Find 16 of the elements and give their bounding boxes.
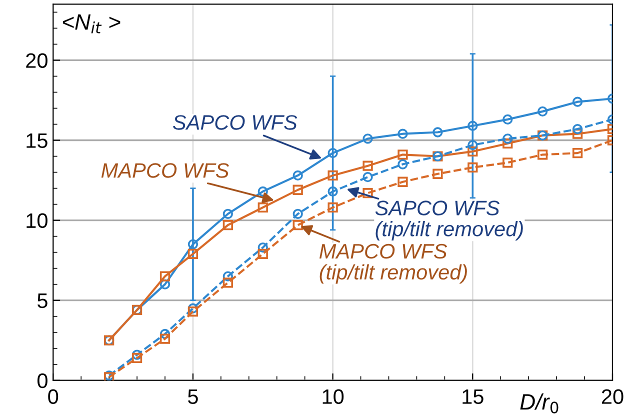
annotation: SAPCO WFS <box>173 115 298 130</box>
x-tick-label: 10 <box>322 389 344 404</box>
x-tick-label: 0 <box>48 389 58 404</box>
annotation: SAPCO WFS (tip/tilt removed) <box>375 200 523 240</box>
y-tick-label: 5 <box>38 294 48 308</box>
y-axis-title: <N$_{it}$ > <box>62 14 120 34</box>
annotation: MAPCO WFS (tip/tilt removed) <box>319 244 467 284</box>
y-tick-label: 0 <box>37 373 48 388</box>
annotation: MAPCO WFS <box>101 163 230 178</box>
y-tick-label: 10 <box>26 213 48 228</box>
y-tick-label: 15 <box>26 133 48 148</box>
y-tick-label: 20 <box>26 53 48 68</box>
x-tick-label: 5 <box>188 389 198 404</box>
x-tick-label: 20 <box>602 389 624 404</box>
x-axis-title: D/r$_{0}$ <box>520 393 558 414</box>
x-tick-label: 15 <box>462 389 484 404</box>
